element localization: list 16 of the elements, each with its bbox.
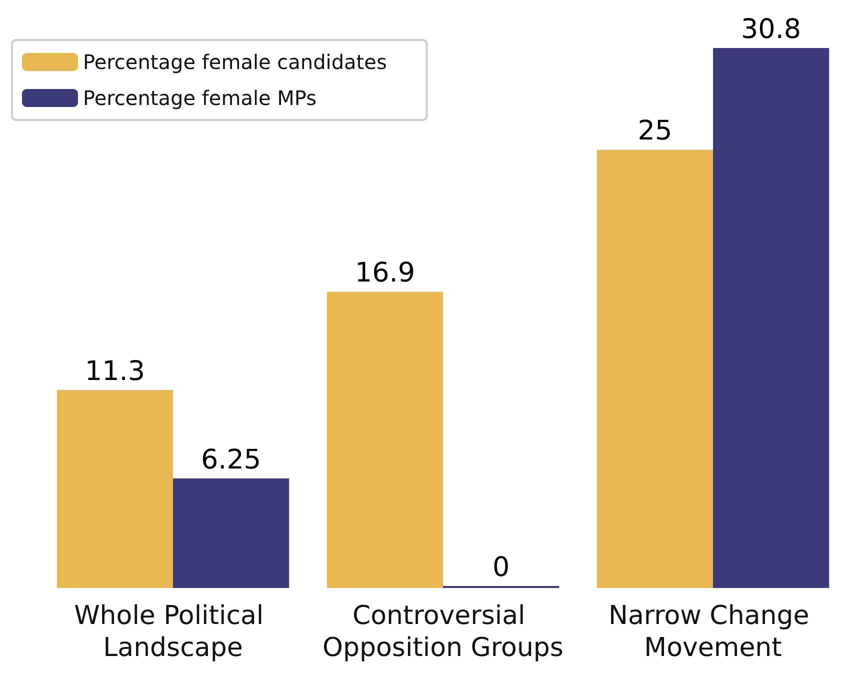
bar [56,390,173,588]
bar [173,478,290,588]
x-tick-label: Whole Political Landscape [74,601,272,663]
data-label: 6.25 [200,444,262,476]
bar [596,150,713,588]
bar [326,292,443,588]
data-label: 16.9 [354,258,416,289]
legend-label: Percentage female MPs [83,86,317,110]
data-label: 25 [638,116,672,147]
x-tick-label: Controversial Opposition Groups [322,601,564,663]
bar [713,48,830,588]
x-tick-label: Narrow Change Movement [608,601,818,663]
legend-label: Percentage female candidates [83,50,387,74]
data-label: 11.3 [84,356,146,387]
data-label: 30.8 [740,14,802,45]
data-label: 0 [492,552,510,583]
